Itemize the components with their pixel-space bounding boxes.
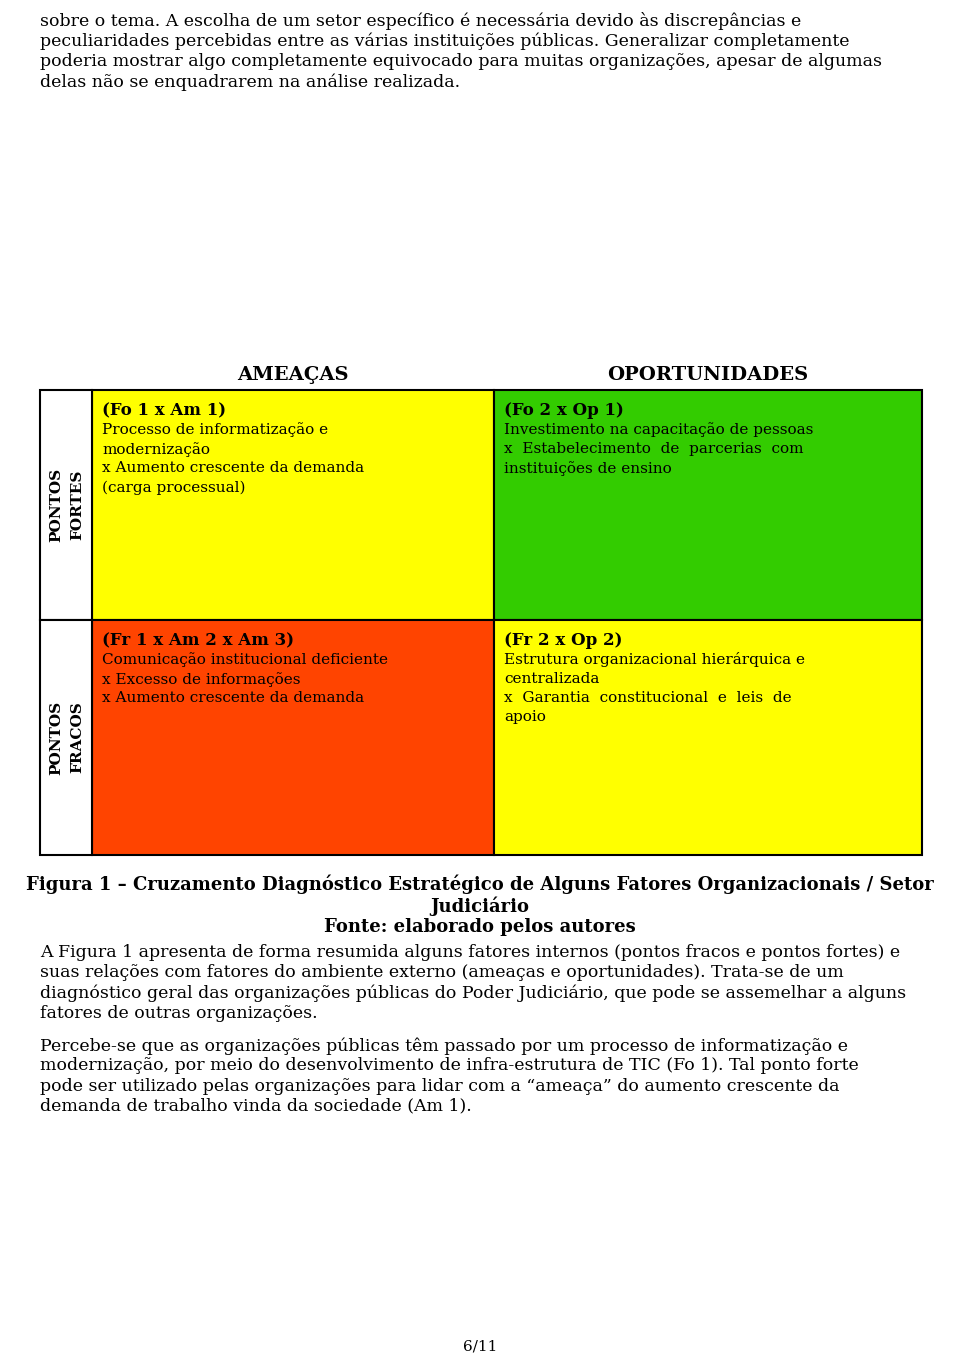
Text: instituições de ensino: instituições de ensino	[504, 460, 672, 475]
Text: suas relações com fatores do ambiente externo (ameaças e oportunidades). Trata-s: suas relações com fatores do ambiente ex…	[40, 964, 844, 981]
Text: modernização: modernização	[102, 441, 210, 456]
FancyBboxPatch shape	[40, 620, 92, 855]
Text: FRACOS: FRACOS	[70, 701, 84, 774]
Text: (Fr 2 x Op 2): (Fr 2 x Op 2)	[504, 632, 622, 650]
Text: sobre o tema. A escolha de um setor específico é necessária devido às discrepânc: sobre o tema. A escolha de um setor espe…	[40, 12, 802, 30]
FancyBboxPatch shape	[92, 620, 494, 855]
Text: x Aumento crescente da demanda: x Aumento crescente da demanda	[102, 691, 364, 706]
Text: x Aumento crescente da demanda: x Aumento crescente da demanda	[102, 460, 364, 475]
Text: Fonte: elaborado pelos autores: Fonte: elaborado pelos autores	[324, 918, 636, 936]
Text: pode ser utilizado pelas organizações para lidar com a “ameaça” do aumento cresc: pode ser utilizado pelas organizações pa…	[40, 1077, 839, 1095]
Text: (carga processual): (carga processual)	[102, 481, 246, 494]
Text: delas não se enquadrarem na análise realizada.: delas não se enquadrarem na análise real…	[40, 74, 460, 91]
Text: Judiciário: Judiciário	[430, 896, 530, 917]
Text: centralizada: centralizada	[504, 671, 599, 685]
Text: Estrutura organizacional hierárquica e: Estrutura organizacional hierárquica e	[504, 652, 805, 667]
Text: x  Garantia  constitucional  e  leis  de: x Garantia constitucional e leis de	[504, 691, 792, 706]
Text: (Fo 1 x Am 1): (Fo 1 x Am 1)	[102, 402, 227, 419]
Text: OPORTUNIDADES: OPORTUNIDADES	[608, 366, 808, 384]
Text: x Excesso de informações: x Excesso de informações	[102, 671, 300, 686]
Text: diagnóstico geral das organizações públicas do Poder Judiciário, que pode se ass: diagnóstico geral das organizações públi…	[40, 985, 906, 1002]
Text: demanda de trabalho vinda da sociedade (Am 1).: demanda de trabalho vinda da sociedade (…	[40, 1098, 471, 1115]
Text: poderia mostrar algo completamente equivocado para muitas organizações, apesar d: poderia mostrar algo completamente equiv…	[40, 53, 882, 69]
Text: AMEAÇAS: AMEAÇAS	[237, 366, 348, 384]
Text: A Figura 1 apresenta de forma resumida alguns fatores internos (pontos fracos e : A Figura 1 apresenta de forma resumida a…	[40, 944, 900, 962]
Text: modernização, por meio do desenvolvimento de infra-estrutura de TIC (Fo 1). Tal : modernização, por meio do desenvolviment…	[40, 1057, 859, 1075]
Text: FORTES: FORTES	[70, 470, 84, 541]
Text: apoio: apoio	[504, 710, 546, 725]
FancyBboxPatch shape	[494, 390, 922, 620]
Text: PONTOS: PONTOS	[50, 469, 63, 542]
Text: x  Estabelecimento  de  parcerias  com: x Estabelecimento de parcerias com	[504, 441, 804, 456]
Text: peculiaridades percebidas entre as várias instituições públicas. Generalizar com: peculiaridades percebidas entre as vária…	[40, 33, 850, 50]
Text: Comunicação institucional deficiente: Comunicação institucional deficiente	[102, 652, 388, 667]
Text: PONTOS: PONTOS	[50, 700, 63, 775]
FancyBboxPatch shape	[494, 620, 922, 855]
Text: Investimento na capacitação de pessoas: Investimento na capacitação de pessoas	[504, 422, 813, 437]
Text: Processo de informatização e: Processo de informatização e	[102, 422, 328, 437]
Text: 6/11: 6/11	[463, 1340, 497, 1354]
FancyBboxPatch shape	[40, 390, 92, 620]
Text: Figura 1 – Cruzamento Diagnóstico Estratégico de Alguns Fatores Organizacionais : Figura 1 – Cruzamento Diagnóstico Estrat…	[26, 874, 934, 895]
Text: (Fr 1 x Am 2 x Am 3): (Fr 1 x Am 2 x Am 3)	[102, 632, 294, 650]
FancyBboxPatch shape	[92, 390, 494, 620]
Text: Percebe-se que as organizações públicas têm passado por um processo de informati: Percebe-se que as organizações públicas …	[40, 1036, 848, 1054]
Text: fatores de outras organizações.: fatores de outras organizações.	[40, 1005, 318, 1022]
Text: (Fo 2 x Op 1): (Fo 2 x Op 1)	[504, 402, 624, 419]
